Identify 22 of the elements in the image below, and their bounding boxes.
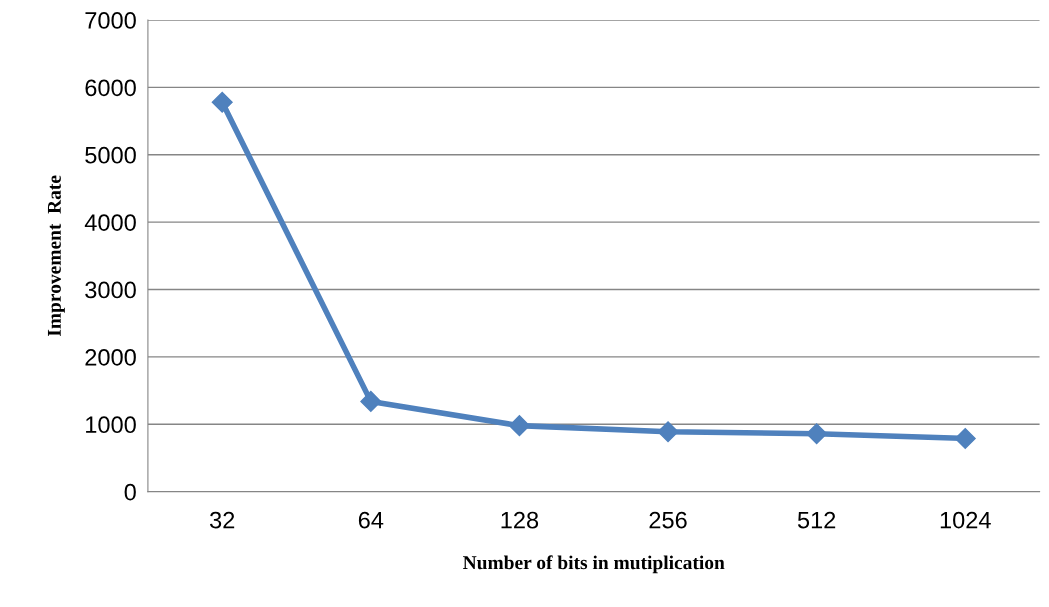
y-tick-label: 7000	[85, 12, 136, 29]
y-tick-label: 6000	[85, 79, 136, 97]
x-tick-label: 64	[358, 511, 384, 529]
y-tick-label: 5000	[85, 146, 136, 164]
point	[806, 423, 828, 445]
y-tick-label: 0	[124, 483, 136, 501]
x-tick-label: 32	[209, 511, 235, 529]
x-tick-label: 1024	[940, 511, 991, 529]
point	[360, 390, 382, 412]
y-axis-title: Improvement Rate	[47, 175, 65, 337]
y-tick-label: 1000	[86, 416, 136, 434]
x-axis-title: Number of bits in mutiplication	[463, 555, 725, 574]
y-tick-label: 3000	[85, 281, 136, 299]
x-tick-label: 512	[797, 511, 836, 529]
point	[211, 91, 233, 113]
point	[657, 421, 679, 443]
x-tick-label: 128	[501, 511, 539, 529]
point	[508, 415, 530, 437]
y-tick-label: 2000	[85, 348, 136, 366]
x-tick-label: 256	[649, 511, 687, 529]
y-tick-label: 4000	[84, 214, 136, 231]
point	[954, 427, 976, 449]
